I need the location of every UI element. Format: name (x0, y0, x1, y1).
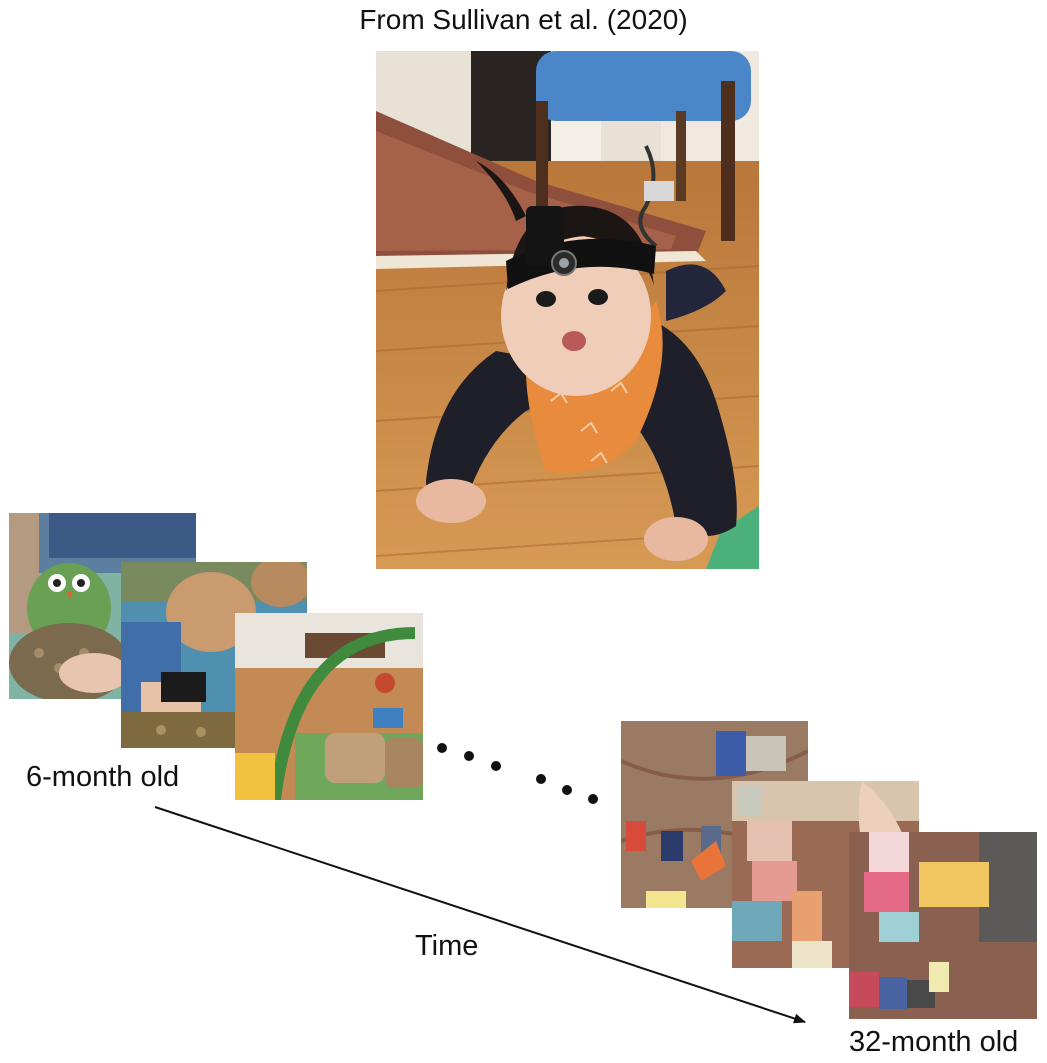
ellipsis-dot (464, 751, 474, 761)
main-photo-infant-headcam (376, 51, 759, 569)
ellipsis-dot (491, 761, 501, 771)
ellipsis-dots (437, 743, 598, 804)
time-axis-label: Time (415, 930, 479, 962)
ellipsis-dot (562, 785, 572, 795)
end-age-label: 32-month old (849, 1026, 1019, 1058)
ellipsis-dot (536, 774, 546, 784)
frame-blocks-hand (849, 832, 1037, 1019)
ellipsis-dot (437, 743, 447, 753)
frame-toy-owl (9, 513, 196, 699)
start-age-label: 6-month old (26, 761, 180, 793)
frame-play-gym (235, 613, 423, 800)
figure-caption: From Sullivan et al. (2020) (359, 4, 688, 35)
ellipsis-dot (588, 794, 598, 804)
